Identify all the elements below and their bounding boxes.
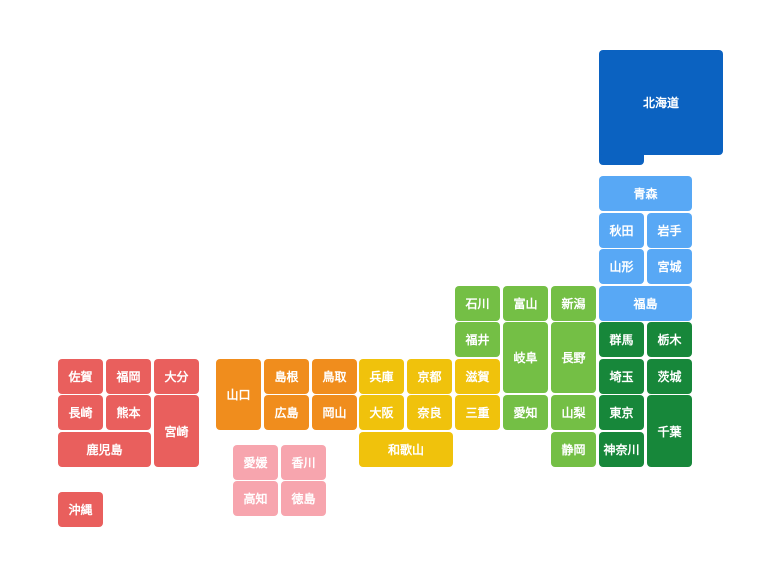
prefecture-tile[interactable]: 鳥取 — [312, 359, 357, 394]
prefecture-tile[interactable]: 埼玉 — [599, 359, 644, 394]
prefecture-tile[interactable]: 京都 — [407, 359, 452, 394]
prefecture-tile[interactable]: 岩手 — [647, 213, 692, 248]
prefecture-tile[interactable]: 熊本 — [106, 395, 151, 430]
prefecture-tile[interactable]: 長崎 — [58, 395, 103, 430]
prefecture-tile[interactable]: 秋田 — [599, 213, 644, 248]
prefecture-tile[interactable]: 宮崎 — [154, 395, 199, 467]
prefecture-tile[interactable]: 三重 — [455, 395, 500, 430]
prefecture-tile[interactable]: 高知 — [233, 481, 278, 516]
prefecture-tile[interactable]: 岐阜 — [503, 322, 548, 393]
prefecture-tile[interactable]: 和歌山 — [359, 432, 453, 467]
prefecture-tile[interactable]: 鹿児島 — [58, 432, 151, 467]
prefecture-tile[interactable]: 福島 — [599, 286, 692, 321]
prefecture-tile[interactable]: 大阪 — [359, 395, 404, 430]
prefecture-tile[interactable]: 滋賀 — [455, 359, 500, 394]
prefecture-tile[interactable]: 島根 — [264, 359, 309, 394]
prefecture-tile[interactable]: 石川 — [455, 286, 500, 321]
prefecture-tile[interactable]: 兵庫 — [359, 359, 404, 394]
prefecture-tile[interactable]: 香川 — [281, 445, 326, 480]
prefecture-tile[interactable]: 茨城 — [647, 359, 692, 394]
prefecture-tile[interactable]: 千葉 — [647, 395, 692, 467]
prefecture-tile[interactable]: 愛媛 — [233, 445, 278, 480]
prefecture-tile[interactable]: 山口 — [216, 359, 261, 430]
prefecture-tile[interactable]: 北海道 — [599, 50, 723, 155]
prefecture-tile[interactable]: 静岡 — [551, 432, 596, 467]
prefecture-tile[interactable]: 栃木 — [647, 322, 692, 357]
prefecture-tile[interactable]: 青森 — [599, 176, 692, 211]
prefecture-tile[interactable]: 山形 — [599, 249, 644, 284]
prefecture-tile[interactable]: 東京 — [599, 395, 644, 430]
prefecture-tile[interactable]: 宮城 — [647, 249, 692, 284]
prefecture-tile[interactable]: 奈良 — [407, 395, 452, 430]
prefecture-tile[interactable]: 富山 — [503, 286, 548, 321]
prefecture-tile[interactable]: 佐賀 — [58, 359, 103, 394]
prefecture-tile[interactable]: 大分 — [154, 359, 199, 394]
prefecture-tile[interactable]: 福岡 — [106, 359, 151, 394]
prefecture-tile[interactable]: 愛知 — [503, 395, 548, 430]
prefecture-tile[interactable]: 岡山 — [312, 395, 357, 430]
prefecture-tile[interactable]: 広島 — [264, 395, 309, 430]
prefecture-tile[interactable]: 群馬 — [599, 322, 644, 357]
prefecture-tile[interactable]: 神奈川 — [599, 432, 644, 467]
prefecture-tile[interactable]: 徳島 — [281, 481, 326, 516]
prefecture-tile[interactable]: 沖縄 — [58, 492, 103, 527]
prefecture-tile[interactable]: 長野 — [551, 322, 596, 393]
prefecture-tile[interactable]: 福井 — [455, 322, 500, 357]
prefecture-tile[interactable]: 山梨 — [551, 395, 596, 430]
prefecture-tile[interactable]: 新潟 — [551, 286, 596, 321]
